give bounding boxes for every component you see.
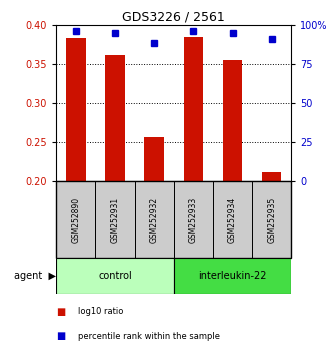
Text: GSM252933: GSM252933 xyxy=(189,196,198,242)
Text: GSM252934: GSM252934 xyxy=(228,196,237,242)
Bar xyxy=(105,55,125,181)
Text: GSM252932: GSM252932 xyxy=(150,196,159,242)
Bar xyxy=(144,137,164,181)
Text: interleukin-22: interleukin-22 xyxy=(198,271,267,281)
Bar xyxy=(252,181,291,258)
Bar xyxy=(66,38,86,181)
Text: GSM252931: GSM252931 xyxy=(111,196,119,242)
Bar xyxy=(135,181,174,258)
Bar xyxy=(174,181,213,258)
Bar xyxy=(223,60,242,181)
Text: percentile rank within the sample: percentile rank within the sample xyxy=(78,332,220,341)
Bar xyxy=(174,258,291,294)
Bar xyxy=(184,37,203,181)
Text: control: control xyxy=(98,271,132,281)
Title: GDS3226 / 2561: GDS3226 / 2561 xyxy=(122,11,225,24)
Bar xyxy=(262,172,281,181)
Text: ■: ■ xyxy=(56,331,66,341)
Bar xyxy=(56,258,174,294)
Text: GSM252890: GSM252890 xyxy=(71,196,80,242)
Bar xyxy=(56,181,95,258)
Bar xyxy=(213,181,252,258)
Text: log10 ratio: log10 ratio xyxy=(78,307,123,316)
Bar xyxy=(95,181,135,258)
Text: GSM252935: GSM252935 xyxy=(267,196,276,242)
Text: agent  ▶: agent ▶ xyxy=(14,271,56,281)
Text: ■: ■ xyxy=(56,307,66,316)
